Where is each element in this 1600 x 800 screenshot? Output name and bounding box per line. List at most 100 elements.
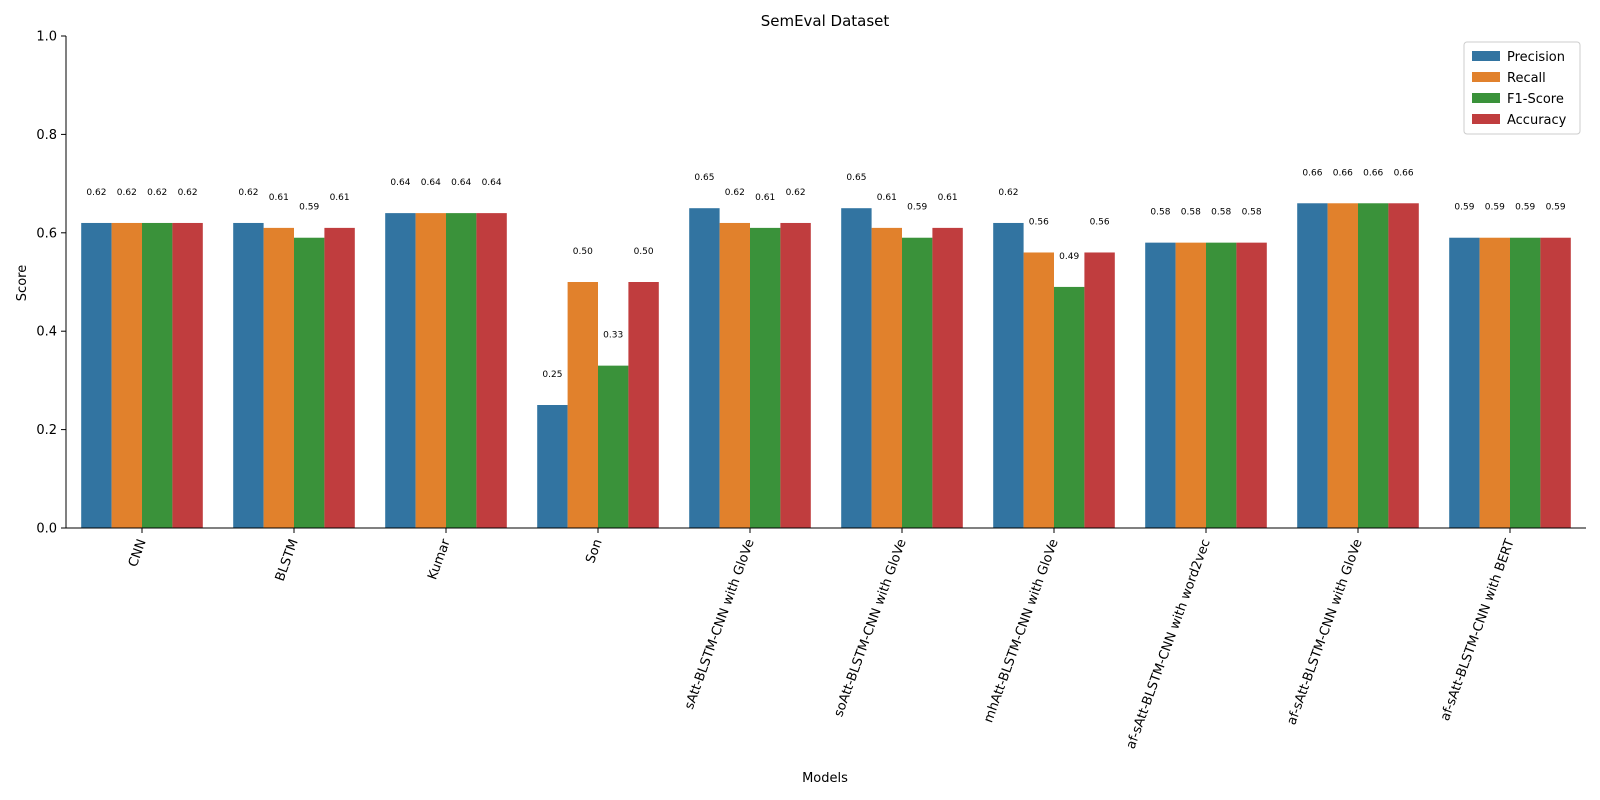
y-tick-label: 0.4 (36, 325, 57, 340)
y-tick-label: 0.8 (36, 128, 57, 143)
y-tick-label: 0.0 (36, 522, 57, 537)
x-tick-label: mhAtt-BLSTM-CNN with GloVe (981, 537, 1062, 725)
bar-value-label: 0.66 (1333, 168, 1353, 178)
bar-value-label: 0.59 (1454, 203, 1474, 213)
bar-f1-score-5 (902, 237, 933, 528)
legend-label: Accuracy (1507, 113, 1567, 128)
bar-value-label: 0.65 (846, 173, 866, 183)
bar-value-label: 0.58 (1181, 208, 1201, 218)
bar-f1-score-7 (1206, 242, 1237, 528)
bar-recall-1 (263, 227, 294, 528)
bar-recall-4 (719, 222, 750, 528)
bar-value-label: 0.50 (573, 247, 593, 257)
bar-f1-score-6 (1054, 286, 1085, 528)
bar-recall-0 (111, 222, 142, 528)
bar-precision-7 (1145, 242, 1176, 528)
bar-value-label: 0.61 (938, 193, 958, 203)
bar-value-label: 0.33 (603, 331, 623, 341)
bar-accuracy-6 (1084, 252, 1115, 529)
legend-label: Precision (1507, 50, 1565, 65)
x-tick-label: CNN (126, 537, 150, 569)
bar-value-label: 0.66 (1363, 168, 1383, 178)
bar-value-label: 0.61 (877, 193, 897, 203)
bar-recall-3 (567, 282, 598, 528)
x-tick-label: BLSTM (273, 537, 302, 583)
bar-precision-6 (993, 222, 1024, 528)
bar-value-label: 0.59 (1515, 203, 1535, 213)
bar-accuracy-4 (780, 222, 811, 528)
bar-precision-1 (233, 222, 264, 528)
bar-value-label: 0.58 (1242, 208, 1262, 218)
bar-precision-3 (537, 405, 568, 528)
bars-group (81, 203, 1571, 529)
y-axis-label: Score (15, 265, 30, 301)
bar-precision-4 (689, 208, 720, 528)
legend-swatch-accuracy (1472, 114, 1500, 124)
bar-precision-0 (81, 222, 112, 528)
bar-value-label: 0.66 (1302, 168, 1322, 178)
bar-value-label: 0.59 (907, 203, 927, 213)
bar-precision-9 (1449, 237, 1480, 528)
x-axis: CNN BLSTM Kumar Son sAtt-BLSTM-CNN with GloV… (66, 527, 1586, 751)
bar-value-label: 0.64 (390, 178, 410, 188)
bar-value-label: 0.61 (269, 193, 289, 203)
bar-value-label: 0.58 (1211, 208, 1231, 218)
bar-recall-7 (1175, 242, 1206, 528)
bar-f1-score-1 (294, 237, 325, 528)
legend-label: Recall (1507, 71, 1546, 86)
bar-value-label: 0.59 (1546, 203, 1566, 213)
bar-value-label: 0.56 (1090, 217, 1110, 227)
bar-value-label: 0.64 (421, 178, 441, 188)
bar-labels-group: 0.62 0.62 0.64 0.25 0.65 0.65 0.62 0.58 0.66 0.59… (86, 168, 1566, 380)
bar-value-label: 0.62 (147, 188, 167, 198)
bar-f1-score-3 (598, 365, 629, 528)
bar-precision-2 (385, 213, 416, 528)
bar-value-label: 0.62 (786, 188, 806, 198)
legend-swatch-recall (1472, 72, 1500, 82)
bar-accuracy-7 (1236, 242, 1267, 528)
y-axis: 0.0 0.2 0.4 0.6 0.8 1.0 (36, 30, 67, 537)
bar-value-label: 0.64 (482, 178, 502, 188)
bar-value-label: 0.62 (238, 188, 258, 198)
bar-precision-5 (841, 208, 872, 528)
x-tick-label: af-sAtt-BLSTM-CNN with word2vec (1124, 537, 1214, 751)
bar-precision-8 (1297, 203, 1328, 528)
x-tick-label: Son (583, 537, 605, 565)
bar-recall-8 (1327, 203, 1358, 528)
bar-accuracy-2 (476, 213, 507, 528)
bar-recall-9 (1479, 237, 1510, 528)
y-tick-label: 0.6 (36, 226, 57, 241)
y-tick-label: 0.2 (36, 423, 57, 438)
bar-accuracy-1 (324, 227, 355, 528)
x-tick-label: af-sAtt-BLSTM-CNN with GloVe (1284, 537, 1365, 727)
bar-accuracy-9 (1540, 237, 1571, 528)
x-tick-label: soAtt-BLSTM-CNN with GloVe (831, 537, 909, 719)
bar-f1-score-8 (1358, 203, 1389, 528)
chart-title: SemEval Dataset (761, 12, 890, 30)
y-tick-label: 1.0 (36, 30, 57, 45)
bar-value-label: 0.62 (725, 188, 745, 198)
bar-accuracy-0 (172, 222, 203, 528)
bar-accuracy-5 (932, 227, 963, 528)
bar-value-label: 0.61 (330, 193, 350, 203)
bar-value-label: 0.50 (634, 247, 654, 257)
bar-accuracy-3 (628, 282, 659, 528)
bar-value-label: 0.59 (1485, 203, 1505, 213)
x-axis-label: Models (802, 771, 848, 786)
bar-recall-2 (415, 213, 446, 528)
bar-f1-score-0 (142, 222, 173, 528)
bar-value-label: 0.58 (1150, 208, 1170, 218)
bar-value-label: 0.59 (299, 203, 319, 213)
bar-recall-5 (871, 227, 902, 528)
legend-swatch-f1-score (1472, 93, 1500, 103)
bar-f1-score-2 (446, 213, 477, 528)
bar-value-label: 0.49 (1059, 252, 1079, 262)
bar-recall-6 (1023, 252, 1054, 529)
x-tick-label: af-sAtt-BLSTM-CNN with BERT (1438, 537, 1518, 723)
bar-value-label: 0.65 (694, 173, 714, 183)
bar-value-label: 0.56 (1029, 217, 1049, 227)
bar-f1-score-4 (750, 227, 781, 528)
legend-box (1463, 41, 1581, 135)
